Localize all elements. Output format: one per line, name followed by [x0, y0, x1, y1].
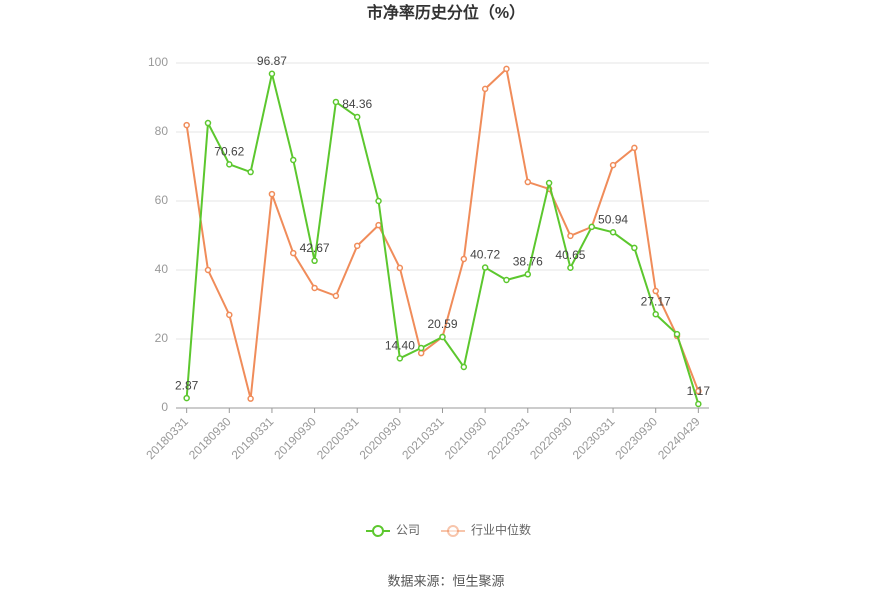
- point: [524, 178, 532, 186]
- y-tick-label: 60: [155, 193, 169, 207]
- legend-label: 公司: [396, 523, 420, 537]
- x-tick-label: 20200930: [357, 414, 405, 462]
- point: [695, 387, 702, 395]
- data-label: 84.36: [342, 97, 372, 111]
- x-tick-label: 20180930: [186, 414, 234, 462]
- data-label: 2.87: [175, 378, 199, 392]
- point: [545, 179, 553, 187]
- point: [460, 255, 468, 263]
- point: [417, 349, 425, 357]
- point: [524, 271, 532, 278]
- point: [460, 363, 468, 371]
- data-label: 27.17: [641, 294, 671, 308]
- data-label: 40.72: [470, 248, 500, 262]
- data-label: 38.76: [513, 254, 543, 268]
- series-line: [185, 66, 700, 399]
- point: [204, 266, 212, 274]
- point: [396, 355, 404, 362]
- point: [652, 287, 659, 295]
- x-tick-label: 20190930: [271, 414, 319, 462]
- legend-label: 行业中位数: [471, 522, 531, 537]
- y-tick-label: 40: [155, 262, 169, 276]
- point: [226, 311, 233, 319]
- x-tick-label: 20210930: [442, 414, 490, 462]
- data-label: 20.59: [427, 317, 457, 331]
- x-tick-label: 20220331: [484, 414, 532, 462]
- x-tick-label: 20230930: [612, 414, 660, 462]
- point: [503, 276, 510, 284]
- point: [332, 292, 340, 300]
- x-tick-label: 20190331: [229, 414, 277, 462]
- point: [588, 223, 595, 231]
- point: [290, 156, 297, 164]
- point: [481, 264, 489, 271]
- data-label: 96.87: [257, 54, 287, 68]
- data-label: 40.65: [555, 248, 585, 262]
- source: 数据来源：恒生聚源: [387, 573, 504, 588]
- legend-marker: [372, 525, 384, 537]
- point: [609, 161, 617, 169]
- y-tick-label: 0: [161, 400, 168, 414]
- x-tick-label: 20180331: [143, 414, 191, 462]
- point: [375, 197, 382, 205]
- point: [417, 344, 425, 352]
- point: [375, 221, 382, 229]
- point: [268, 70, 276, 78]
- point: [226, 161, 233, 168]
- point: [353, 242, 361, 250]
- data-label: 1.17: [687, 384, 711, 398]
- point: [695, 400, 702, 408]
- y-tick-label: 100: [148, 55, 168, 69]
- point: [183, 394, 190, 402]
- x-tick-label: 20240429: [655, 414, 703, 462]
- point: [609, 229, 617, 236]
- point: [631, 144, 638, 152]
- point: [247, 168, 254, 176]
- point: [247, 395, 254, 402]
- point: [353, 113, 361, 121]
- x-tick-label: 20210331: [399, 414, 447, 462]
- point: [503, 65, 510, 73]
- x-tick-label: 20200331: [314, 414, 362, 462]
- point: [311, 284, 318, 292]
- x-tick-label: 20230331: [570, 414, 618, 462]
- point: [631, 244, 638, 252]
- point: [673, 330, 681, 338]
- point: [311, 257, 318, 265]
- series-line: [185, 73, 700, 405]
- point: [290, 249, 297, 257]
- point: [204, 119, 212, 127]
- point: [268, 190, 276, 198]
- data-label: 42.67: [300, 241, 330, 255]
- y-tick-label: 80: [155, 124, 169, 138]
- point: [183, 121, 190, 129]
- data-label: 14.40: [385, 338, 415, 352]
- point: [652, 311, 659, 318]
- legend-marker: [447, 525, 459, 537]
- y-tick-label: 20: [155, 331, 169, 345]
- point: [332, 98, 340, 106]
- point: [567, 264, 574, 272]
- chart-title: 市净率历史分位（%）: [367, 3, 525, 22]
- point: [439, 333, 446, 341]
- point: [567, 232, 574, 240]
- data-label: 50.94: [598, 212, 628, 226]
- x-tick-label: 20220930: [527, 414, 575, 462]
- point: [481, 85, 489, 93]
- point: [396, 264, 404, 272]
- data-label: 70.62: [214, 145, 244, 159]
